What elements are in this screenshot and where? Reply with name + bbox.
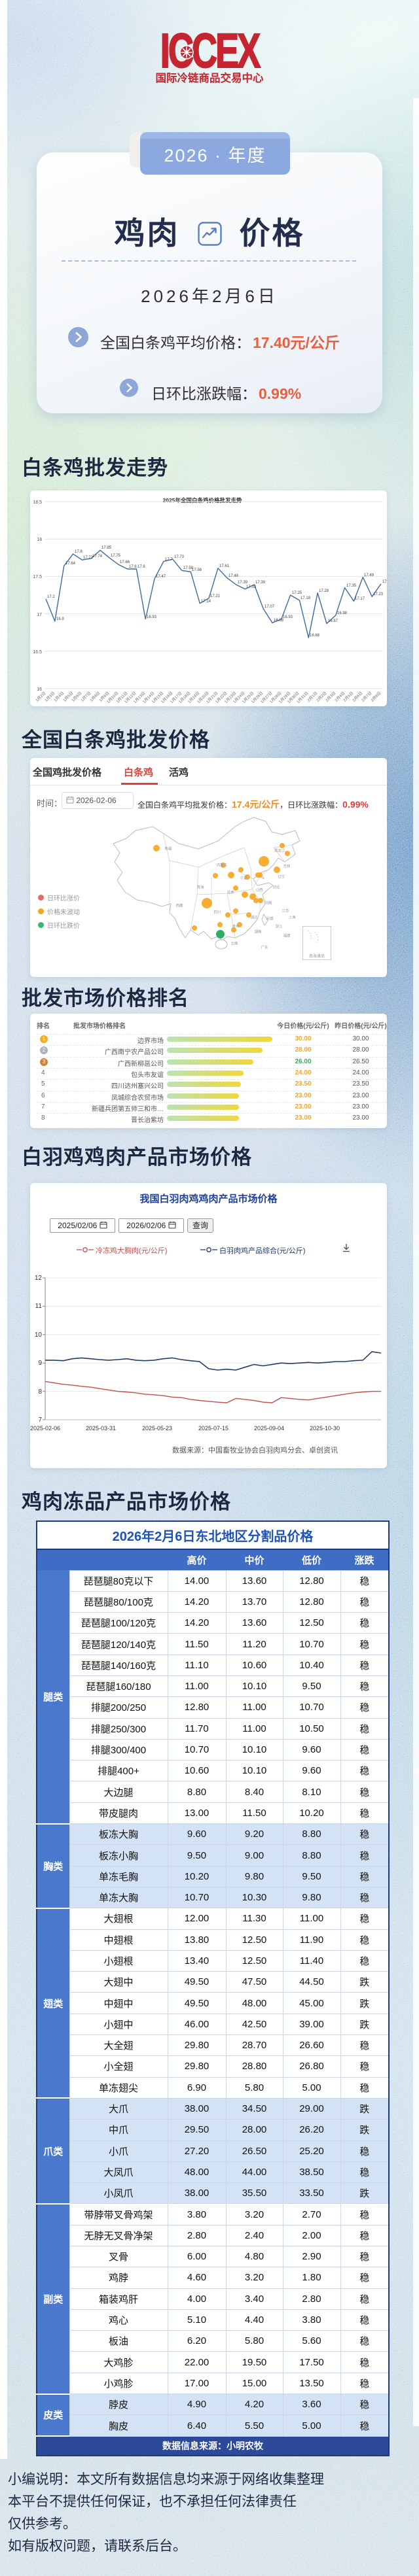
svg-text:16.87: 16.87	[328, 619, 338, 623]
svg-text:17.21: 17.21	[210, 594, 221, 598]
svg-text:8: 8	[38, 1388, 42, 1396]
svg-text:17.74: 17.74	[92, 555, 103, 558]
svg-text:17.33: 17.33	[246, 585, 257, 589]
svg-text:16.88: 16.88	[274, 619, 284, 623]
svg-text:17.07: 17.07	[264, 605, 275, 609]
svg-text:17.48: 17.48	[228, 574, 239, 578]
svg-text:17.25: 17.25	[292, 591, 302, 595]
svg-text:2025-03-31: 2025-03-31	[86, 1425, 116, 1432]
svg-text:17.61: 17.61	[219, 564, 230, 568]
svg-text:11: 11	[35, 1303, 43, 1310]
svg-text:17.39: 17.39	[255, 581, 266, 585]
svg-text:17.58: 17.58	[183, 566, 194, 570]
svg-text:17.23: 17.23	[373, 592, 384, 596]
svg-text:16.9: 16.9	[56, 617, 64, 621]
svg-text:17.17: 17.17	[355, 597, 365, 601]
svg-text:18: 18	[37, 538, 42, 542]
svg-text:17.56: 17.56	[192, 568, 202, 572]
svg-text:16.98: 16.98	[337, 611, 348, 615]
svg-text:17.5: 17.5	[33, 575, 42, 579]
svg-text:2月8日: 2月8日	[370, 691, 382, 702]
svg-text:17.72: 17.72	[83, 556, 94, 560]
svg-text:2025年全国白条鸡价格批发走势: 2025年全国白条鸡价格批发走势	[163, 497, 242, 504]
svg-text:2025-02-06: 2025-02-06	[30, 1425, 60, 1432]
svg-text:17.28: 17.28	[319, 589, 329, 593]
svg-text:16.68: 16.68	[310, 634, 320, 638]
svg-text:17: 17	[37, 613, 42, 617]
svg-text:17.85: 17.85	[101, 546, 112, 550]
svg-text:9: 9	[38, 1360, 42, 1367]
svg-text:7: 7	[38, 1417, 42, 1424]
svg-text:16: 16	[37, 687, 42, 692]
svg-text:18.5: 18.5	[33, 500, 42, 505]
svg-text:12: 12	[35, 1275, 43, 1282]
svg-text:16.5: 16.5	[33, 650, 42, 655]
svg-text:2025-05-23: 2025-05-23	[142, 1425, 172, 1432]
svg-text:17.2: 17.2	[47, 595, 55, 599]
svg-text:17.73: 17.73	[174, 555, 185, 559]
svg-text:17.8: 17.8	[75, 550, 82, 554]
svg-text:2025-07-15: 2025-07-15	[198, 1425, 228, 1432]
svg-text:ICCEX: ICCEX	[160, 26, 261, 78]
svg-text:16.93: 16.93	[147, 615, 157, 619]
svg-text:17.14: 17.14	[201, 600, 211, 604]
svg-text:16.93: 16.93	[283, 615, 293, 619]
svg-text:17.6: 17.6	[129, 565, 137, 569]
svg-text:17.18: 17.18	[301, 596, 311, 600]
svg-text:17.75: 17.75	[111, 554, 121, 558]
svg-text:17.66: 17.66	[120, 560, 130, 564]
svg-text:10: 10	[35, 1331, 43, 1339]
svg-text:17.47: 17.47	[156, 575, 166, 579]
svg-text:数据来源：中国畜牧业协会白羽肉鸡分会、卓创资讯: 数据来源：中国畜牧业协会白羽肉鸡分会、卓创资讯	[172, 1445, 338, 1454]
svg-text:17.39: 17.39	[238, 581, 248, 585]
svg-text:17.49: 17.49	[364, 574, 374, 577]
svg-text:17.4: 17.4	[382, 580, 387, 584]
svg-text:2025-10-30: 2025-10-30	[310, 1425, 340, 1432]
svg-text:国际冷链商品交易中心: 国际冷链商品交易中心	[156, 71, 264, 84]
svg-text:17.7: 17.7	[165, 558, 173, 562]
svg-text:17.6: 17.6	[137, 565, 145, 569]
svg-text:17.35: 17.35	[346, 584, 357, 588]
svg-text:2025-09-04: 2025-09-04	[254, 1425, 284, 1432]
svg-text:17.64: 17.64	[65, 562, 76, 566]
